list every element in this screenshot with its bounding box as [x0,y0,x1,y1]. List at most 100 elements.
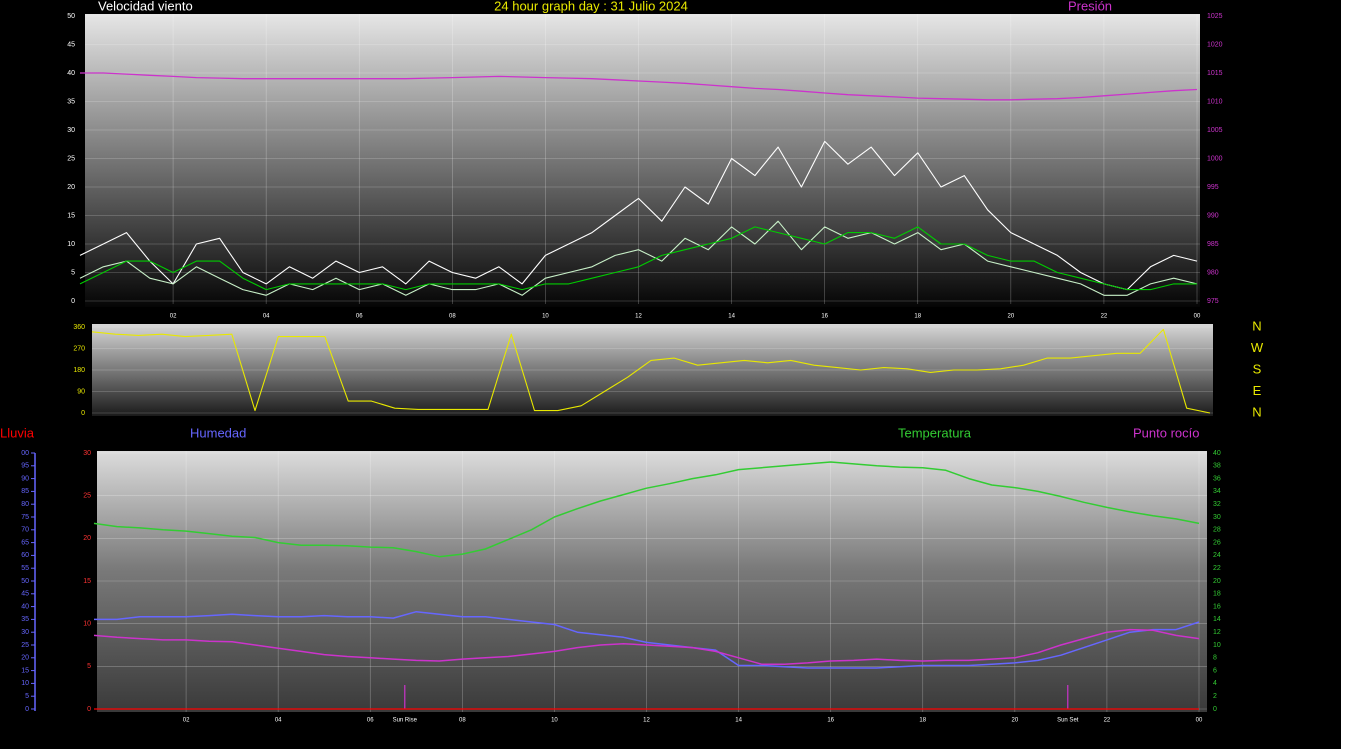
y2-tick-label: 6 [1213,667,1217,674]
y3-tick-label: 30 [21,629,29,636]
y-axis-label: Velocidad viento [98,0,193,13]
plot-area-temperature [97,451,1207,712]
y3-tick-label: 65 [21,539,29,546]
series-line [79,220,1198,296]
y2-tick-label: 1000 [1207,155,1223,162]
series-line [93,461,1200,558]
y-tick-label: 35 [67,98,75,105]
y3-tick-label: 55 [21,565,29,572]
y-tick-label: 20 [83,535,91,542]
y2-tick-label: 8 [1213,655,1217,662]
x-tick-label: 20 [1011,718,1018,724]
y-tick-label: 360 [73,324,85,331]
x-tick-label: 04 [275,718,282,724]
x-tick-label: 16 [821,314,828,320]
x-tick-label: 08 [459,718,466,724]
y-tick-label: 15 [83,578,91,585]
y2-tick-label: 26 [1213,539,1221,546]
x-tick-label: 14 [728,314,735,320]
x-tick-label: 02 [183,718,190,724]
y2-tick-label: 995 [1207,184,1219,191]
y3-tick-label: 5 [25,693,29,700]
y2-tick-label: 1015 [1207,70,1223,77]
y2-tick-label: S [1253,361,1262,376]
y2-tick-label: 20 [1213,578,1221,585]
y3-tick-label: 80 [21,501,29,508]
legend-label: Humedad [190,425,246,440]
y3-tick-label: 75 [21,514,29,521]
y2-tick-label: 12 [1213,629,1221,636]
y-tick-label: 20 [67,184,75,191]
y-tick-label: 25 [67,155,75,162]
y2-tick-label: 4 [1213,680,1217,687]
y2-tick-label: 1025 [1207,13,1223,20]
y2-tick-label: W [1251,340,1264,355]
x-tick-label: 10 [542,314,549,320]
x-tick-label: 00 [1194,314,1201,320]
y3-tick-label: 60 [21,552,29,559]
y3-tick-label: 35 [21,616,29,623]
y2-tick-label: 0 [1213,706,1217,713]
y3-tick-label: 40 [21,603,29,610]
x-tick-label: 12 [635,314,642,320]
y3-tick-label: 10 [21,680,29,687]
x-tick-label: 14 [735,718,742,724]
series-line [93,628,1200,665]
y-tick-label: 30 [67,127,75,134]
y2-tick-label: E [1253,383,1262,398]
y-tick-label: 10 [67,241,75,248]
y2-tick-label: 980 [1207,269,1219,276]
y2-tick-label: 30 [1213,514,1221,521]
x-tick-label: 06 [367,718,374,724]
y2-tick-label: 1010 [1207,98,1223,105]
plot-area-wind [85,14,1200,307]
y-tick-label: 10 [83,621,91,628]
y-tick-label: 0 [87,706,91,713]
legend-label: Punto rocío [1133,425,1200,440]
y3-tick-label: 25 [21,642,29,649]
x-tick-label: 22 [1101,314,1108,320]
x-tick-label: 18 [914,314,921,320]
series-line [80,72,1198,101]
y-tick-label: 90 [77,388,85,395]
y3-tick-label: 85 [21,488,29,495]
x-tick-label: 04 [263,314,270,320]
y2-tick-label: 10 [1213,642,1221,649]
y3-tick-label: 90 [21,475,29,482]
chart-title: 24 hour graph day : 31 Julio 2024 [494,0,688,13]
y-tick-label: 270 [73,345,85,352]
y2-tick-label: 990 [1207,212,1219,219]
y2-tick-label: 32 [1213,501,1221,508]
series-line [94,610,1200,669]
x-tick-label: 08 [449,314,456,320]
series-line [79,140,1198,291]
y2-tick-label: 1005 [1207,127,1223,134]
y2-tick-label: 975 [1207,298,1219,305]
y-tick-label: 0 [71,298,75,305]
y2-tick-label: 24 [1213,552,1221,559]
y-tick-label: 5 [71,269,75,276]
y3-tick-label: 20 [21,655,29,662]
x-tick-label: 12 [643,718,650,724]
x-tick-label: 20 [1007,314,1014,320]
y2-tick-label: 16 [1213,603,1221,610]
y-tick-label: 25 [83,493,91,500]
y3-tick-label: 00 [21,450,29,457]
y-tick-label: 0 [81,410,85,417]
series-line [91,328,1211,414]
y2-tick-label: 22 [1213,565,1221,572]
y-tick-label: 45 [67,41,75,48]
y2-tick-label: 38 [1213,463,1221,470]
series-line [79,226,1197,291]
y3-tick-label: 0 [25,706,29,713]
x-tick-label: 02 [170,314,177,320]
y2-tick-label: 2 [1213,693,1217,700]
y3-tick-label: 70 [21,527,29,534]
y2-tick-label: N [1252,318,1261,333]
sun-label: Sun Set [1057,718,1079,724]
x-tick-label: 00 [1196,718,1203,724]
y-tick-label: 5 [87,663,91,670]
y2-tick-label: 40 [1213,450,1221,457]
